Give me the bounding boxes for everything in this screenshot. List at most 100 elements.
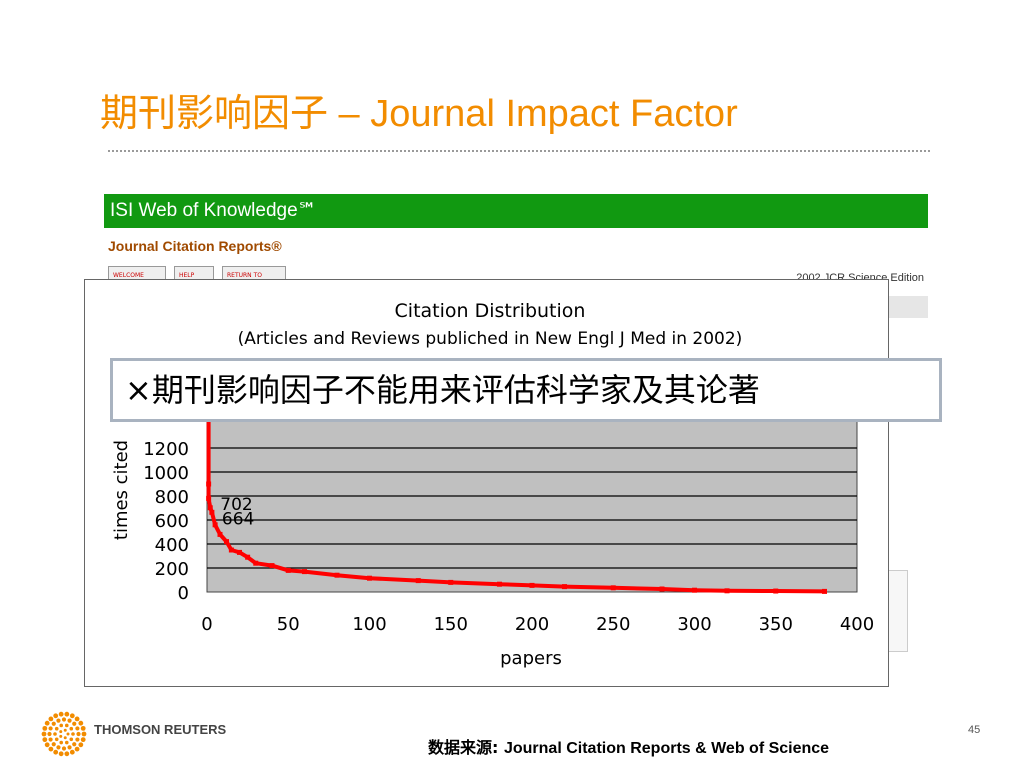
data-point-9 (237, 549, 242, 555)
page-number: 45 (968, 724, 981, 736)
x-tick-label-350: 350 (759, 614, 793, 635)
source-label: 数据来源: (428, 738, 504, 757)
source-text: Journal Citation Reports & Web of Scienc… (503, 740, 830, 757)
slide-title: 期刊影响因子 – Journal Impact Factor (100, 93, 738, 135)
title-divider (108, 150, 930, 152)
isi-header: ISI Web of Knowledge℠ (104, 194, 928, 228)
data-point-1 (206, 481, 212, 487)
logo-dot-48 (66, 732, 70, 736)
logo-dot-33 (56, 718, 61, 723)
x-tick-label-200: 200 (515, 614, 549, 635)
logo-dot-47 (69, 726, 74, 731)
data-point-25 (724, 588, 730, 594)
logo-dot-18 (69, 713, 75, 719)
logo-dot-12 (42, 725, 48, 731)
data-point-15 (334, 572, 340, 578)
data-point-24 (692, 587, 697, 593)
logo-dot-38 (71, 732, 75, 736)
logo-dot-43 (53, 732, 57, 736)
y-tick-label-0: 0 (178, 583, 189, 604)
x-tick-label-150: 150 (434, 614, 468, 635)
source-note: 数据来源: Journal Citation Reports & Web of … (428, 734, 829, 758)
logo-dot-23 (75, 737, 80, 742)
y-tick-label-800: 800 (155, 487, 189, 508)
data-point-7 (224, 539, 229, 545)
logo-dot-44 (54, 726, 59, 731)
chart-title: Citation Distribution (395, 300, 586, 322)
data-point-23 (659, 586, 665, 592)
x-axis-label: papers (500, 648, 562, 669)
y-tick-label-200: 200 (155, 559, 189, 580)
logo-dot-28 (51, 742, 56, 747)
logo-dot-27 (56, 745, 61, 750)
callout-note: ×期刊影响因子不能用来评估科学家及其论著 (110, 358, 942, 422)
data-point-14 (302, 569, 307, 575)
logo-dot-50 (59, 734, 63, 738)
logo-dot-6 (58, 751, 64, 757)
logo-dot-1 (80, 737, 86, 743)
annotation-702: 702 (220, 495, 252, 515)
logo-dot-24 (72, 742, 77, 747)
logo-dot-3 (74, 746, 80, 752)
logo-dot-2 (78, 742, 84, 748)
logo-dot-41 (59, 740, 64, 745)
data-point-21 (562, 584, 567, 590)
logo-dot-14 (48, 716, 54, 722)
logo-dot-32 (51, 721, 56, 726)
data-point-5 (212, 522, 218, 528)
x-tick-label-400: 400 (840, 614, 874, 635)
logo-dot-31 (48, 726, 53, 731)
logo-dot-36 (72, 721, 77, 726)
logo-dot-9 (44, 742, 50, 748)
data-point-3 (207, 505, 213, 511)
data-point-11 (253, 560, 259, 566)
logo-dot-39 (69, 737, 74, 742)
logo-dot-20 (78, 720, 84, 726)
logo-dot-22 (76, 731, 81, 737)
logo-dot-17 (64, 711, 70, 717)
logo-dot-30 (47, 731, 52, 737)
chart-panel: Citation Distribution (Articles and Revi… (84, 279, 889, 687)
y-tick-label-600: 600 (155, 511, 189, 532)
logo-dot-5 (64, 751, 70, 757)
annotation-664: 664 (222, 509, 254, 529)
data-point-10 (245, 554, 251, 560)
logo-dot-26 (61, 746, 67, 751)
logo-dot-34 (61, 717, 67, 722)
logo-dot-10 (42, 737, 48, 743)
y-tick-label-1200: 1200 (143, 439, 189, 460)
logo-dot-29 (48, 737, 53, 742)
logo-dot-45 (59, 723, 64, 728)
data-point-4 (209, 509, 215, 515)
logo-dot-52 (63, 728, 67, 732)
data-point-13 (285, 567, 291, 573)
logo-dot-13 (44, 720, 50, 726)
logo-dot-4 (69, 749, 75, 755)
y-axis-label: times cited (111, 440, 132, 540)
citation-chart: Citation Distribution (Articles and Revi… (111, 300, 874, 669)
data-point-19 (497, 581, 502, 587)
logo-dot-42 (54, 737, 59, 742)
data-point-20 (529, 582, 535, 588)
logo-dot-46 (64, 723, 69, 728)
data-point-27 (822, 588, 827, 594)
logo-dot-19 (74, 716, 80, 722)
data-point-2 (206, 495, 212, 501)
x-tick-label-100: 100 (352, 614, 386, 635)
logo-dot-49 (63, 736, 67, 740)
series-line (206, 406, 825, 594)
logo-dot-7 (53, 749, 59, 755)
x-tick-label-0: 0 (201, 614, 212, 635)
logo-text: THOMSON REUTERS (94, 722, 227, 737)
data-point-8 (228, 547, 234, 553)
isi-toolbar-strip (888, 296, 928, 318)
logo-dot-0 (81, 731, 87, 737)
data-point-12 (269, 563, 275, 569)
data-point-16 (367, 575, 372, 581)
data-point-22 (610, 585, 616, 591)
data-point-17 (415, 578, 421, 584)
chart-subtitle: (Articles and Reviews publiched in New E… (238, 329, 743, 349)
logo-dot-37 (75, 726, 80, 731)
logo-dot-15 (53, 713, 59, 719)
logo-dot-51 (59, 730, 63, 734)
